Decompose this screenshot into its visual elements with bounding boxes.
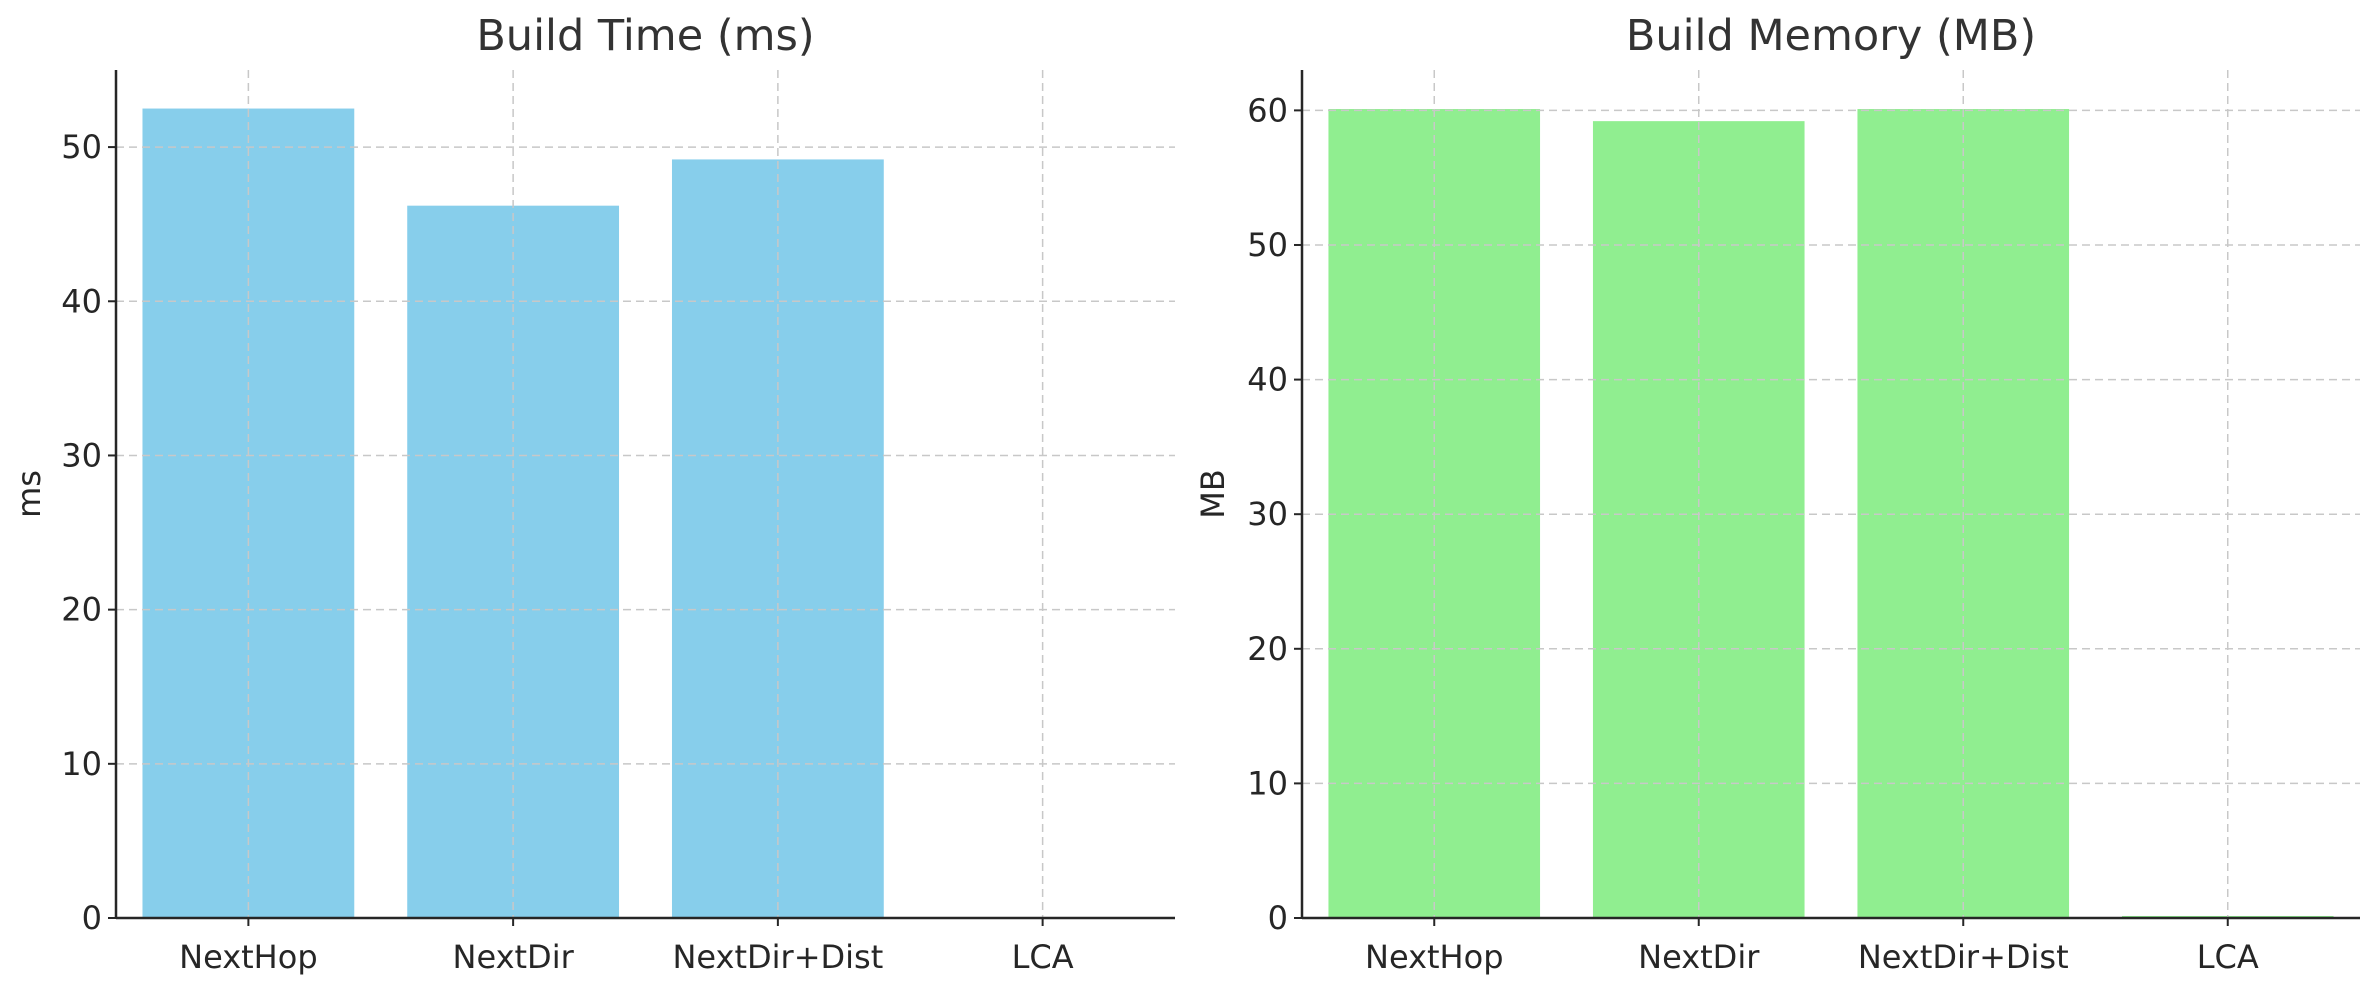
x-tick-label: LCA: [1012, 938, 1074, 976]
chart-title: Build Memory (MB): [1626, 11, 2036, 61]
y-tick-label: 10: [61, 745, 102, 783]
x-tick-label: NextHop: [1365, 938, 1504, 976]
x-tick-label: LCA: [2197, 938, 2259, 976]
y-tick-label: 60: [1247, 91, 1288, 129]
y-tick-label: 0: [1268, 899, 1288, 937]
y-tick-label: 50: [61, 128, 102, 166]
y-tick-label: 0: [82, 899, 102, 937]
y-tick-label: 10: [1247, 764, 1288, 802]
build-time-chart: 0 10 20 30 40 50 NextHop NextDir NextDir+Dist LCA…: [10, 11, 1175, 976]
y-tick-label: 40: [1247, 361, 1288, 399]
y-tick-label: 20: [1247, 630, 1288, 668]
y-tick-label: 50: [1247, 226, 1288, 264]
y-tick-label: 40: [61, 282, 102, 320]
x-tick-label: NextDir: [1638, 938, 1760, 976]
build-memory-chart: 0 10 20 30 40 50 60 NextHop NextDir NextDir+Dist L…: [1194, 11, 2360, 976]
chart-title: Build Time (ms): [476, 11, 814, 61]
x-tick-label: NextDir+Dist: [1858, 938, 2069, 976]
y-tick-label: 20: [61, 591, 102, 629]
y-axis-label: ms: [10, 470, 48, 518]
x-tick-label: NextDir+Dist: [672, 938, 883, 976]
y-tick-label: 30: [61, 436, 102, 474]
x-tick-label: NextHop: [179, 938, 318, 976]
y-axis-label: MB: [1194, 469, 1232, 519]
x-tick-label: NextDir: [453, 938, 575, 976]
y-tick-label: 30: [1247, 495, 1288, 533]
